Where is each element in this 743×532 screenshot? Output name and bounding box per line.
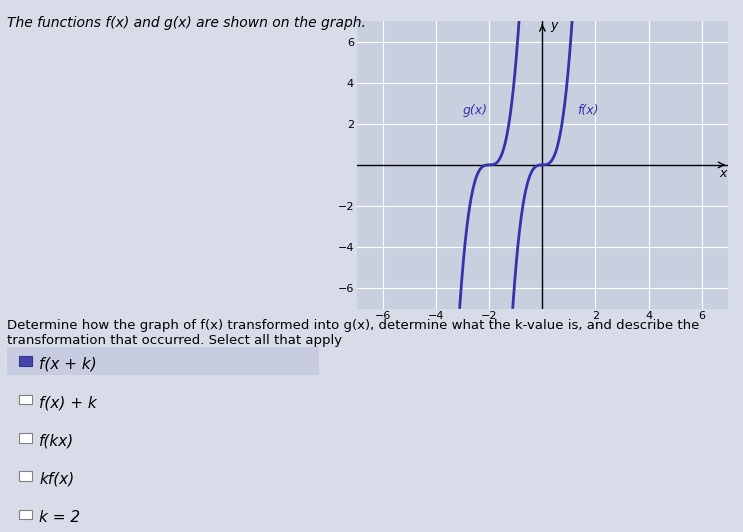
Text: g(x): g(x) xyxy=(463,104,488,117)
Text: Determine how the graph of f(x) transformed into g(x), determine what the k-valu: Determine how the graph of f(x) transfor… xyxy=(7,319,700,347)
Text: f(x) + k: f(x) + k xyxy=(39,395,97,410)
Text: k = 2: k = 2 xyxy=(39,510,80,525)
Text: f(x): f(x) xyxy=(577,104,598,117)
Text: f(kx): f(kx) xyxy=(39,434,74,448)
Text: f(x + k): f(x + k) xyxy=(39,357,97,372)
Text: kf(x): kf(x) xyxy=(39,472,74,487)
Text: The functions f(x) and g(x) are shown on the graph.: The functions f(x) and g(x) are shown on… xyxy=(7,16,366,30)
Text: y: y xyxy=(551,19,558,32)
Text: x: x xyxy=(719,167,727,180)
